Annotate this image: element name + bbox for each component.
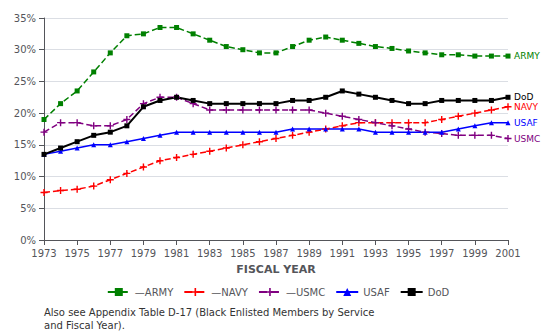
svg-text:USAF: USAF xyxy=(363,287,390,298)
svg-text:1995: 1995 xyxy=(396,248,421,259)
svg-text:1981: 1981 xyxy=(164,248,189,259)
svg-text:—USMC: —USMC xyxy=(286,287,325,298)
svg-text:and Fiscal Year).: and Fiscal Year). xyxy=(44,320,125,331)
svg-text:0%: 0% xyxy=(20,235,36,246)
svg-text:—NAVY: —NAVY xyxy=(211,287,249,298)
svg-text:25%: 25% xyxy=(14,76,36,87)
svg-text:1977: 1977 xyxy=(98,248,123,259)
svg-text:1973: 1973 xyxy=(31,248,56,259)
svg-text:DoD: DoD xyxy=(428,287,450,298)
svg-text:30%: 30% xyxy=(14,44,36,55)
svg-text:USAF: USAF xyxy=(514,118,538,128)
svg-text:ARMY: ARMY xyxy=(514,51,540,61)
svg-text:1983: 1983 xyxy=(197,248,222,259)
svg-text:1975: 1975 xyxy=(64,248,89,259)
svg-text:1997: 1997 xyxy=(429,248,454,259)
svg-text:NAVY: NAVY xyxy=(514,102,538,112)
svg-text:FISCAL YEAR: FISCAL YEAR xyxy=(236,263,316,276)
svg-text:1999: 1999 xyxy=(462,248,487,259)
svg-text:—ARMY: —ARMY xyxy=(135,287,174,298)
svg-text:Also see Appendix Table D-17 (: Also see Appendix Table D-17 (Black Enli… xyxy=(44,307,374,318)
svg-text:1991: 1991 xyxy=(330,248,355,259)
svg-text:1979: 1979 xyxy=(131,248,156,259)
svg-text:35%: 35% xyxy=(14,13,36,24)
svg-text:1993: 1993 xyxy=(363,248,388,259)
svg-text:1989: 1989 xyxy=(296,248,321,259)
svg-text:DoD: DoD xyxy=(514,92,533,102)
svg-text:20%: 20% xyxy=(14,108,36,119)
svg-text:2001: 2001 xyxy=(495,248,520,259)
svg-text:1987: 1987 xyxy=(263,248,288,259)
svg-text:5%: 5% xyxy=(20,203,36,214)
svg-text:15%: 15% xyxy=(14,139,36,150)
svg-text:USMC: USMC xyxy=(514,134,540,144)
svg-text:1985: 1985 xyxy=(230,248,255,259)
svg-text:10%: 10% xyxy=(14,171,36,182)
